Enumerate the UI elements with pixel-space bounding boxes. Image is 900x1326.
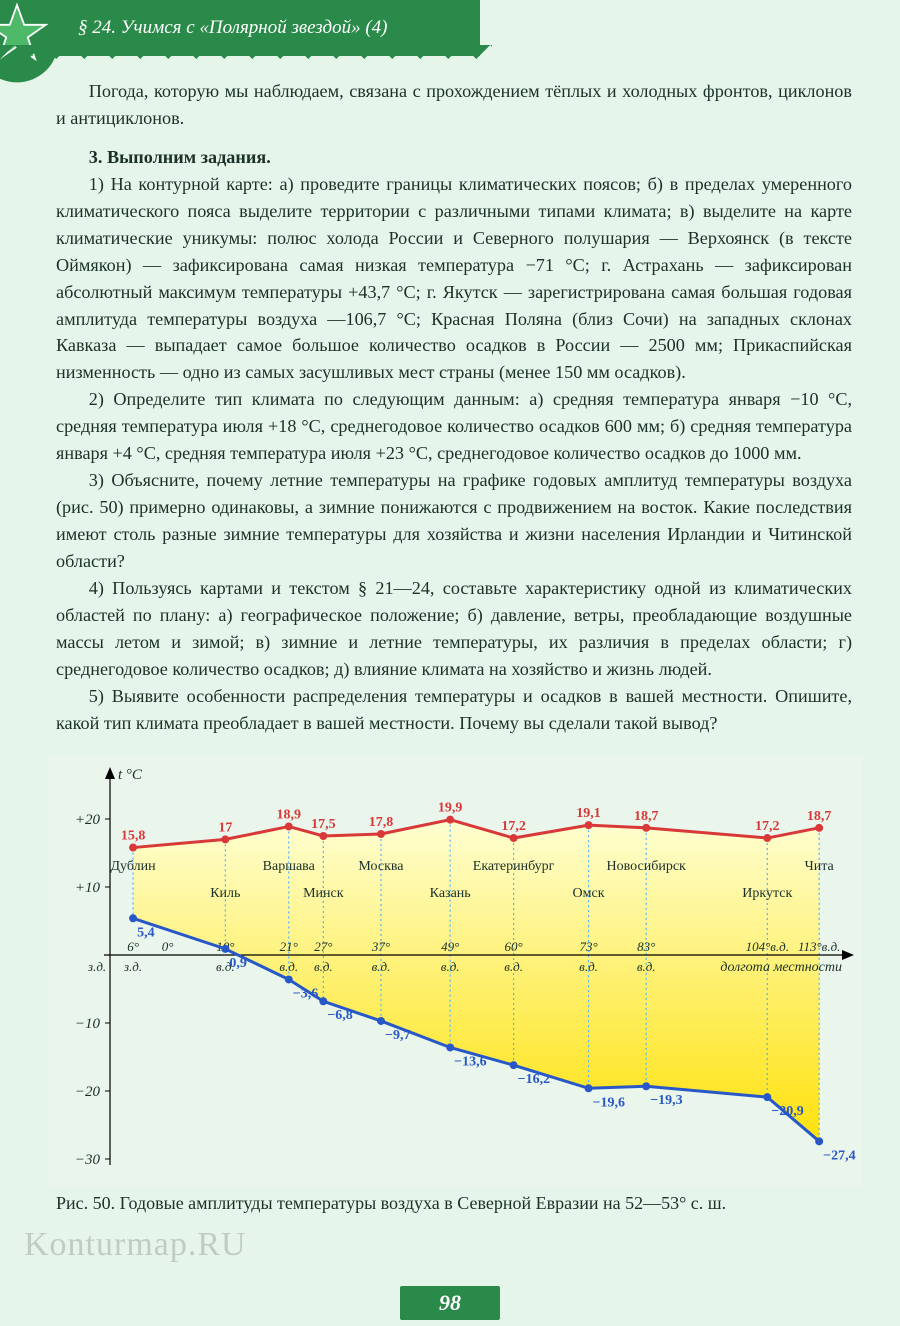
svg-text:Омск: Омск (573, 886, 605, 901)
svg-text:18,9: 18,9 (276, 807, 301, 822)
intro-text: Погода, которую мы наблюдаем, связана с … (56, 78, 852, 132)
svg-text:Дублин: Дублин (111, 859, 157, 874)
svg-text:17,2: 17,2 (501, 819, 526, 834)
svg-text:−9,7: −9,7 (385, 1027, 410, 1042)
svg-text:−19,3: −19,3 (650, 1093, 682, 1108)
svg-text:113°в.д.: 113°в.д. (798, 939, 840, 954)
svg-text:t °С: t °С (118, 767, 143, 783)
svg-text:в.д.: в.д. (372, 959, 391, 974)
svg-text:37°: 37° (371, 939, 390, 954)
svg-text:Москва: Москва (358, 859, 404, 874)
star-badge-icon (0, 0, 62, 86)
svg-text:73°: 73° (579, 939, 597, 954)
svg-text:18,7: 18,7 (634, 808, 659, 823)
svg-text:83°: 83° (637, 939, 655, 954)
svg-text:−3,6: −3,6 (293, 986, 318, 1001)
page-number: 98 (400, 1286, 500, 1320)
svg-text:долгота местности: долгота местности (720, 960, 842, 975)
svg-text:в.д.: в.д. (441, 959, 460, 974)
svg-text:17,8: 17,8 (369, 814, 394, 829)
chart-svg: −30−20−10+10+20t °С6°з.д.0°10°в.д.21°в.д… (48, 755, 862, 1187)
task-heading: 3. Выполним задания. (56, 144, 852, 171)
svg-text:−30: −30 (75, 1152, 101, 1168)
svg-text:Казань: Казань (430, 886, 471, 901)
svg-text:Минск: Минск (303, 886, 344, 901)
svg-text:Киль: Киль (210, 886, 240, 901)
svg-text:−13,6: −13,6 (454, 1054, 486, 1069)
svg-text:17: 17 (218, 820, 232, 835)
task-5: 5) Выявите особенности распределения тем… (56, 683, 852, 737)
svg-text:21°: 21° (280, 939, 298, 954)
svg-text:60°: 60° (504, 939, 522, 954)
section-header: § 24. Учимся с «Полярной звездой» (4) (0, 0, 480, 56)
svg-text:+20: +20 (75, 812, 101, 828)
svg-text:Варшава: Варшава (263, 859, 316, 874)
svg-text:Чита: Чита (805, 859, 835, 874)
svg-text:19,1: 19,1 (576, 806, 601, 821)
svg-text:27°: 27° (314, 939, 332, 954)
svg-text:в.д.: в.д. (637, 959, 656, 974)
svg-text:з.д.: з.д. (123, 959, 142, 974)
task-1: 1) На контурной карте: а) проведите гран… (56, 171, 852, 387)
svg-text:0,9: 0,9 (229, 955, 247, 970)
svg-text:−10: −10 (75, 1016, 101, 1032)
svg-text:−27,4: −27,4 (823, 1148, 855, 1163)
svg-text:−19,6: −19,6 (593, 1095, 625, 1110)
svg-text:15,8: 15,8 (121, 828, 146, 843)
svg-text:19,9: 19,9 (438, 800, 463, 815)
svg-text:−20: −20 (75, 1084, 101, 1100)
task-4: 4) Пользуясь картами и текстом § 21—24, … (56, 575, 852, 683)
svg-text:в.д.: в.д. (279, 959, 298, 974)
svg-text:−20,9: −20,9 (771, 1104, 803, 1119)
svg-text:18,7: 18,7 (807, 808, 832, 823)
svg-text:−16,2: −16,2 (518, 1072, 550, 1087)
page-body: Погода, которую мы наблюдаем, связана с … (0, 56, 900, 737)
svg-text:104°в.д.: 104°в.д. (746, 939, 789, 954)
watermark-text: Konturmap.RU (24, 1226, 247, 1264)
svg-text:17,5: 17,5 (311, 817, 336, 832)
task-3: 3) Объясните, почему летние температуры … (56, 467, 852, 575)
svg-text:5,4: 5,4 (137, 925, 155, 940)
svg-text:в.д.: в.д. (579, 959, 598, 974)
figure-caption: Рис. 50. Годовые амплитуды температуры в… (0, 1187, 900, 1214)
svg-text:Новосибирск: Новосибирск (607, 859, 687, 874)
svg-text:6°: 6° (127, 939, 139, 954)
task-2: 2) Определите тип климата по следующим д… (56, 386, 852, 467)
section-title: § 24. Учимся с «Полярной звездой» (4) (78, 17, 387, 39)
svg-text:Иркутск: Иркутск (742, 886, 792, 901)
svg-text:в.д.: в.д. (504, 959, 523, 974)
svg-text:+10: +10 (75, 880, 101, 896)
svg-text:−6,8: −6,8 (327, 1008, 352, 1023)
svg-text:Екатеринбург: Екатеринбург (473, 859, 555, 874)
temperature-chart: −30−20−10+10+20t °С6°з.д.0°10°в.д.21°в.д… (48, 755, 862, 1187)
svg-text:17,2: 17,2 (755, 819, 780, 834)
svg-text:0°: 0° (162, 939, 174, 954)
svg-text:з.д.: з.д. (87, 959, 106, 974)
svg-text:в.д.: в.д. (314, 959, 333, 974)
svg-text:49°: 49° (441, 939, 459, 954)
